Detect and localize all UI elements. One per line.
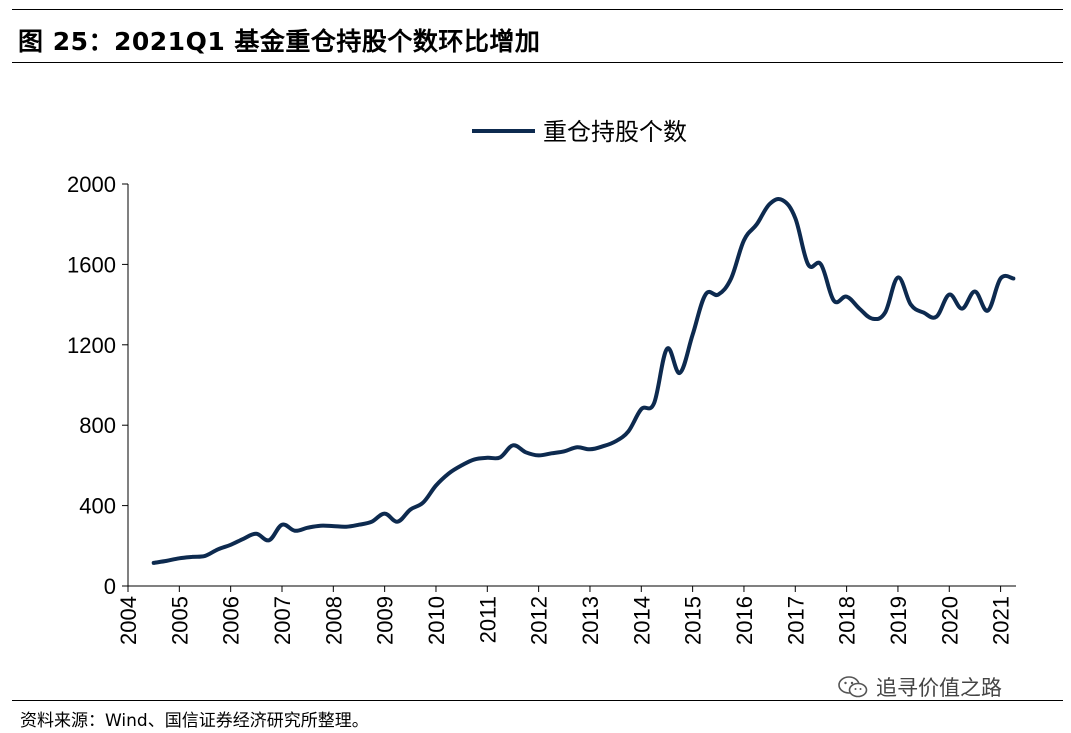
y-tick-label: 0 [104,574,116,599]
legend: 重仓持股个数 [472,118,687,146]
y-tick-label: 800 [79,413,116,438]
x-tick-label: 2020 [937,596,962,645]
plot-area [151,197,1016,565]
source-note: 资料来源：Wind、国信证券经济研究所整理。 [20,711,369,731]
watermark: 追寻价值之路 [838,672,1002,702]
x-tick-label: 2018 [835,596,860,645]
watermark-text: 追寻价值之路 [876,676,1002,700]
y-tick-label: 400 [79,494,116,519]
x-tick-label: 2016 [732,596,757,645]
footer-rule [12,700,1063,701]
top-rule [12,9,1063,10]
line-chart: 重仓持股个数 0 400 800 1200 1600 2000 2004 2005 2006 20… [67,118,1016,645]
x-tick-label: 2014 [629,596,654,645]
y-tick-label: 1600 [67,252,116,277]
x-tick-label: 2006 [219,596,244,645]
figure-title: 图 25：2021Q1 基金重仓持股个数环比增加 [18,27,541,56]
x-tick-label: 2005 [167,596,192,645]
x-tick-label: 2019 [886,596,911,645]
wechat-icon [838,676,868,698]
legend-label: 重仓持股个数 [543,118,687,146]
x-tick-label: 2009 [373,596,398,645]
x-tick-label: 2021 [989,596,1014,645]
series-line-重仓持股个数 [151,197,1016,565]
x-tick-label: 2017 [783,596,808,645]
x-tick-label: 2015 [681,596,706,645]
y-tick-label: 2000 [67,172,116,197]
x-tick-label: 2008 [321,596,346,645]
x-tick-label: 2011 [475,596,500,643]
axes: 0 400 800 1200 1600 2000 2004 2005 2006 2007 2008 2… [67,172,1016,645]
x-tick-label: 2004 [116,596,141,645]
y-tick-label: 1200 [67,333,116,358]
x-tick-label: 2012 [527,596,552,645]
x-tick-label: 2013 [578,596,603,645]
x-tick-label: 2010 [424,596,449,645]
x-tick-label: 2007 [270,596,295,645]
title-rule [12,62,1063,63]
